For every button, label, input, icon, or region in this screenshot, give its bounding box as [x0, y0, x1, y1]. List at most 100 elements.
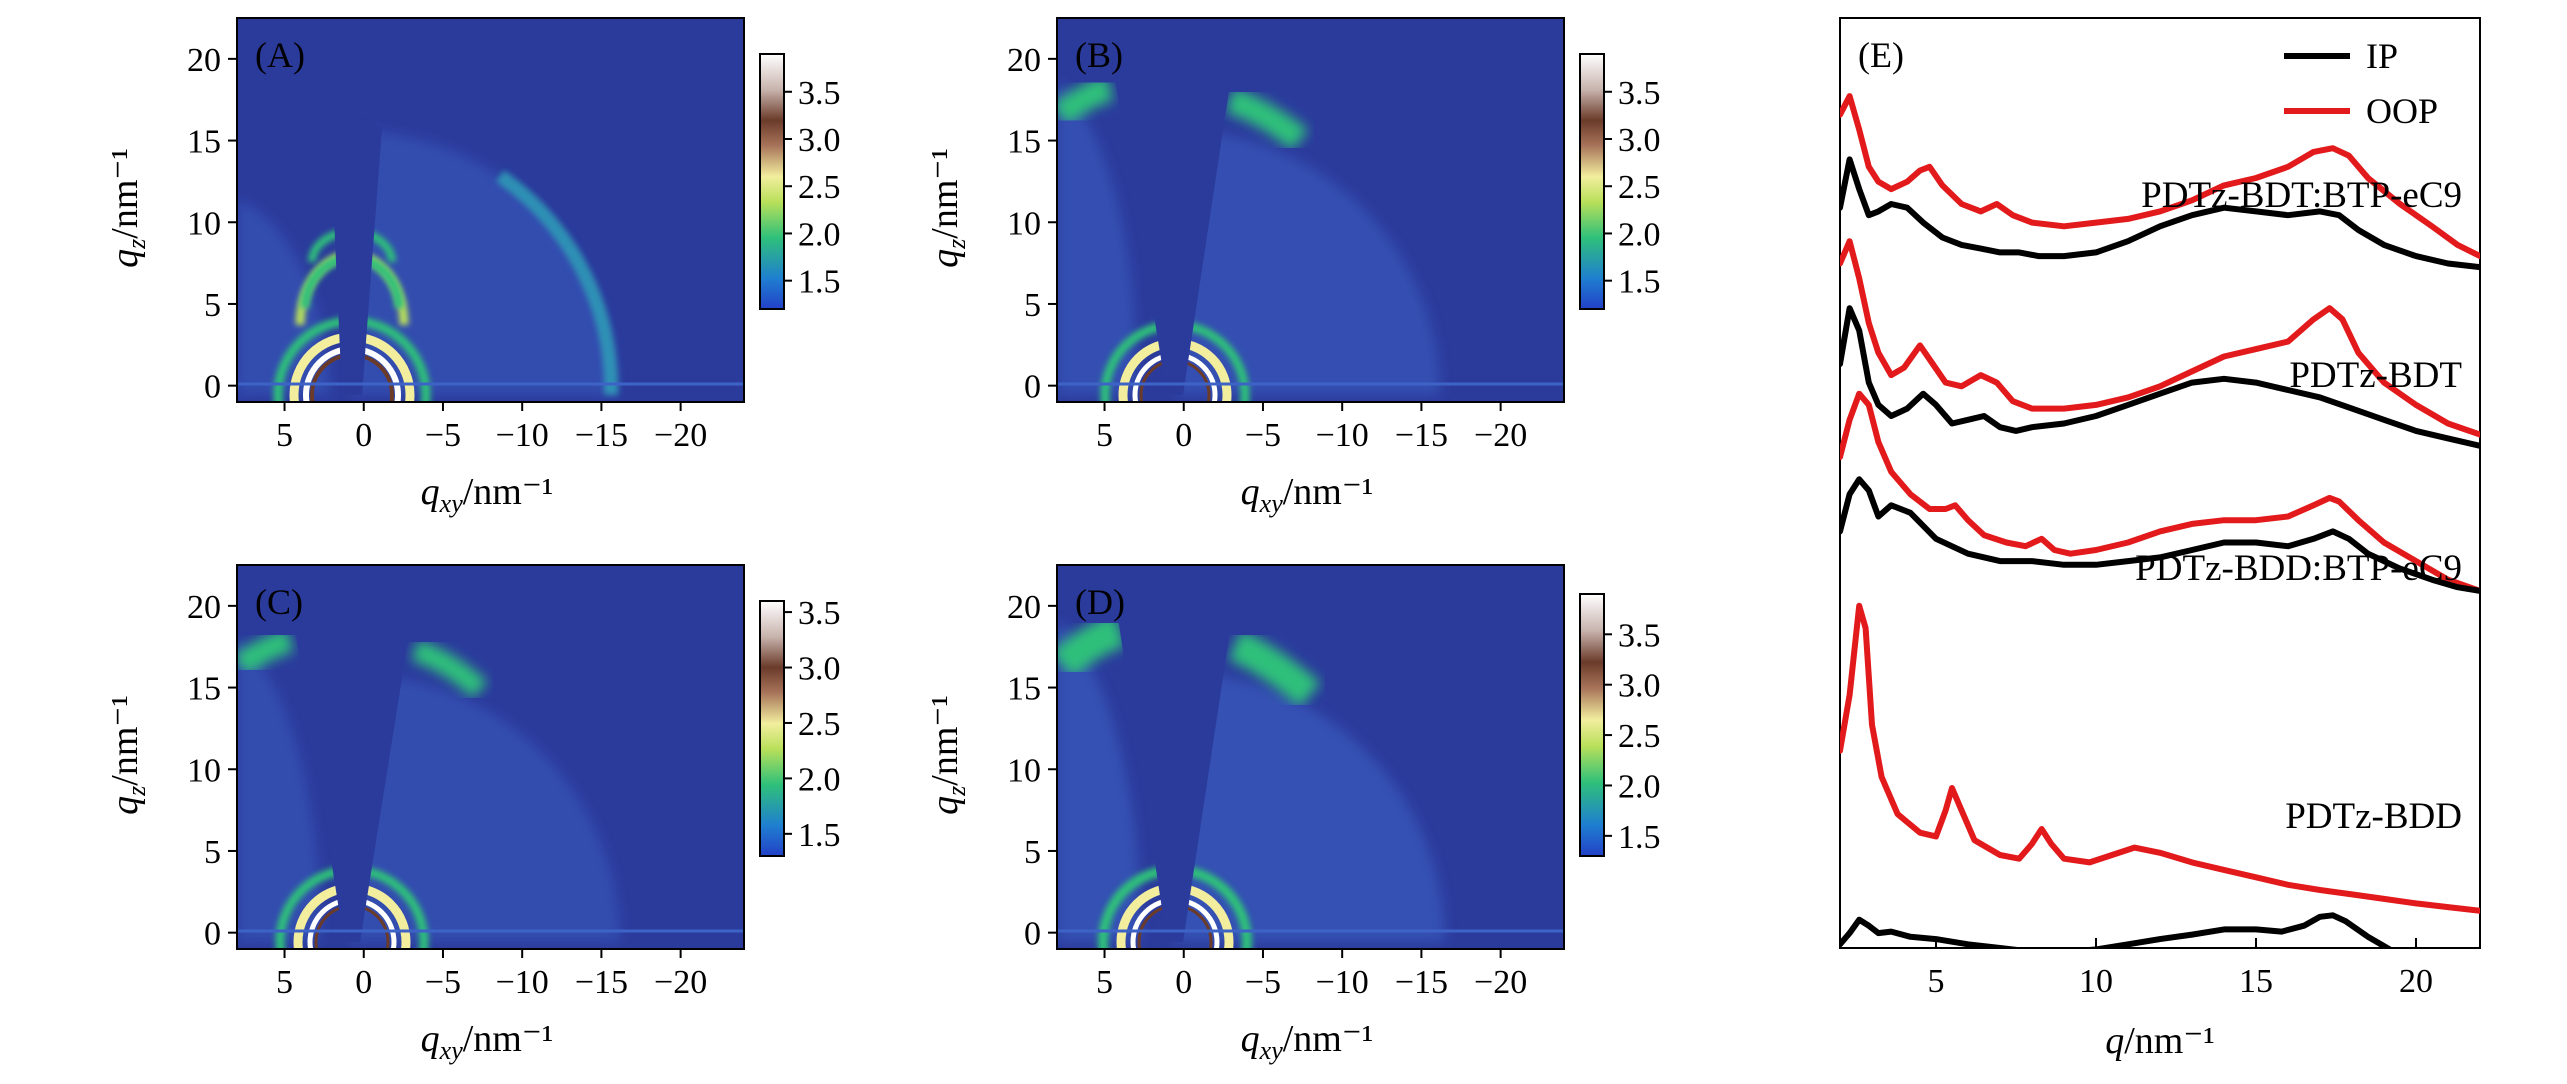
line-axes: 5 10 15 20 q/nm⁻¹	[1928, 938, 2433, 1062]
panel-label-b: (B)	[1075, 35, 1123, 75]
yaxis-label-d: qz/nm⁻¹	[924, 695, 971, 815]
axes-c: 5 0 −5 −10 −15 −20 0 5 10 15 20 qxy/nm⁻¹ qz/nm⁻¹ 1.5 2…	[104, 589, 841, 1065]
xtick-label: 5	[276, 417, 293, 454]
ytick-label: 5	[204, 834, 221, 871]
curve-label-bdd-btp: PDTz-BDD:BTP-eC9	[2135, 548, 2462, 589]
xtick-label: −10	[496, 417, 549, 454]
xtick-label: −15	[1395, 417, 1448, 454]
xtick-label: −20	[1474, 964, 1527, 1001]
xtick-label: −5	[1245, 417, 1281, 454]
giwaxs-axes: 5 0 −5 −10 −15 −20 0 5 10 15 20 qxy/nm⁻¹ qz/nm⁻¹ 1.5 2…	[104, 42, 1661, 1065]
ytick-label: 15	[1007, 671, 1041, 708]
ytick-label: 20	[187, 42, 221, 79]
xaxis-label-c: qxy/nm⁻¹	[421, 1018, 554, 1065]
xtick-label: 5	[1928, 963, 1945, 1000]
colorbar-tick-label: 2.5	[798, 169, 841, 206]
axes-d: 5 0 −5 −10 −15 −20 0 5 10 15 20 qxy/nm⁻¹ qz/nm⁻¹ 1.5 2…	[924, 589, 1661, 1065]
xaxis-label-d: qxy/nm⁻¹	[1241, 1018, 1374, 1065]
ytick-label: 15	[187, 124, 221, 161]
series-ip-pdtz-bdd-btp-ec9	[1840, 476, 2480, 594]
giwaxs-map-b	[1057, 18, 1564, 402]
ytick-label: 5	[1024, 287, 1041, 324]
panel-label-e: (E)	[1858, 35, 1904, 75]
axes-a: 5 0 −5 −10 −15 −20 0 5 10 15 20 qxy/nm⁻¹ qz/nm⁻¹ 1.5 2…	[104, 42, 841, 518]
xtick-label: −15	[575, 964, 628, 1001]
xaxis-label-b: qxy/nm⁻¹	[1241, 471, 1374, 518]
xtick-label: −5	[425, 417, 461, 454]
xtick-label: 5	[1096, 964, 1113, 1001]
xtick-label: −10	[1316, 417, 1369, 454]
xtick-label: 5	[276, 964, 293, 1001]
xtick-label: −15	[1395, 964, 1448, 1001]
xtick-label: 0	[355, 964, 372, 1001]
colorbar-tick-label: 1.5	[1618, 264, 1661, 301]
xtick-label: −10	[1316, 964, 1369, 1001]
giwaxs-map-c	[237, 565, 744, 949]
ytick-label: 10	[1007, 205, 1041, 242]
yaxis-label-a: qz/nm⁻¹	[104, 148, 151, 268]
axes-b: 5 0 −5 −10 −15 −20 0 5 10 15 20 qxy/nm⁻¹ qz/nm⁻¹ 1.5 2…	[924, 42, 1661, 518]
giwaxs-panel-d: (D)	[1056, 564, 1565, 950]
colorbar-tick-label: 3.5	[1618, 75, 1661, 112]
series-oop-pdtz-bdd-btp-ec9	[1840, 390, 2480, 594]
xtick-label: 5	[1096, 417, 1113, 454]
ytick-label: 15	[187, 671, 221, 708]
curve-label-bdd: PDTz-BDD	[2285, 796, 2462, 837]
colorbar-c	[759, 600, 785, 857]
colorbar-tick-label: 2.0	[1618, 216, 1661, 253]
ytick-label: 10	[187, 205, 221, 242]
ytick-label: 20	[1007, 42, 1041, 79]
line-panel-e: (E) 5 10 15 20 q/nm⁻¹ IP OOP PDTz-BDT:BTP-eC…	[1839, 17, 2481, 1062]
xtick-label: −15	[575, 417, 628, 454]
series-ip-pdtz-bdt-btp-ec9	[1840, 156, 2480, 271]
xtick-label: −5	[425, 964, 461, 1001]
series-ip-pdtz-bdt	[1840, 305, 2480, 449]
giwaxs-map-a	[237, 18, 744, 402]
ytick-label: 15	[1007, 124, 1041, 161]
xaxis-label-e: q/nm⁻¹	[2105, 1020, 2215, 1062]
colorbar-tick-label: 3.5	[798, 595, 841, 632]
xtick-label: −10	[496, 964, 549, 1001]
panel-label-d: (D)	[1075, 582, 1125, 622]
colorbar-tick-label: 2.0	[1618, 768, 1661, 805]
xtick-label: −20	[1474, 417, 1527, 454]
xtick-label: 0	[355, 417, 372, 454]
colorbar-tick-label: 3.5	[1618, 617, 1661, 654]
giwaxs-panel-b: (B)	[1056, 17, 1565, 403]
legend-label-oop: OOP	[2366, 91, 2438, 131]
ytick-label: 0	[204, 916, 221, 953]
xtick-label: 15	[2239, 963, 2273, 1000]
xaxis-label-a: qxy/nm⁻¹	[421, 471, 554, 518]
ytick-label: 0	[204, 369, 221, 406]
colorbar-tick-label: 3.5	[798, 75, 841, 112]
colorbar-tick-label: 1.5	[798, 264, 841, 301]
yaxis-label-b: qz/nm⁻¹	[924, 148, 971, 268]
xtick-label: 10	[2079, 963, 2113, 1000]
panel-label-c: (C)	[255, 582, 303, 622]
giwaxs-map-d	[1057, 565, 1564, 949]
colorbar-tick-label: 1.5	[1618, 819, 1661, 856]
xtick-label: 20	[2399, 963, 2433, 1000]
line-curves	[1840, 93, 2480, 948]
colorbar-tick-label: 3.0	[1618, 122, 1661, 159]
ytick-label: 10	[1007, 752, 1041, 789]
colorbar-b	[1579, 53, 1605, 310]
colorbar-tick-label: 2.0	[798, 216, 841, 253]
series-oop-pdtz-bdt	[1840, 238, 2480, 438]
colorbar-tick-label: 1.5	[798, 817, 841, 854]
colorbar-tick-label: 3.0	[798, 651, 841, 688]
yaxis-label-c: qz/nm⁻¹	[104, 695, 151, 815]
xtick-label: −20	[654, 417, 707, 454]
legend: IP OOP	[2284, 36, 2438, 131]
panel-label-a: (A)	[255, 35, 305, 75]
colorbar-a	[759, 53, 785, 310]
colorbar-tick-label: 2.5	[798, 706, 841, 743]
series-ip-pdtz-bdd	[1840, 912, 2394, 948]
xtick-label: 0	[1175, 964, 1192, 1001]
giwaxs-panel-a: (A)	[236, 17, 745, 403]
colorbar-tick-label: 3.0	[798, 122, 841, 159]
ytick-label: 0	[1024, 369, 1041, 406]
ytick-label: 5	[1024, 834, 1041, 871]
ytick-label: 10	[187, 752, 221, 789]
